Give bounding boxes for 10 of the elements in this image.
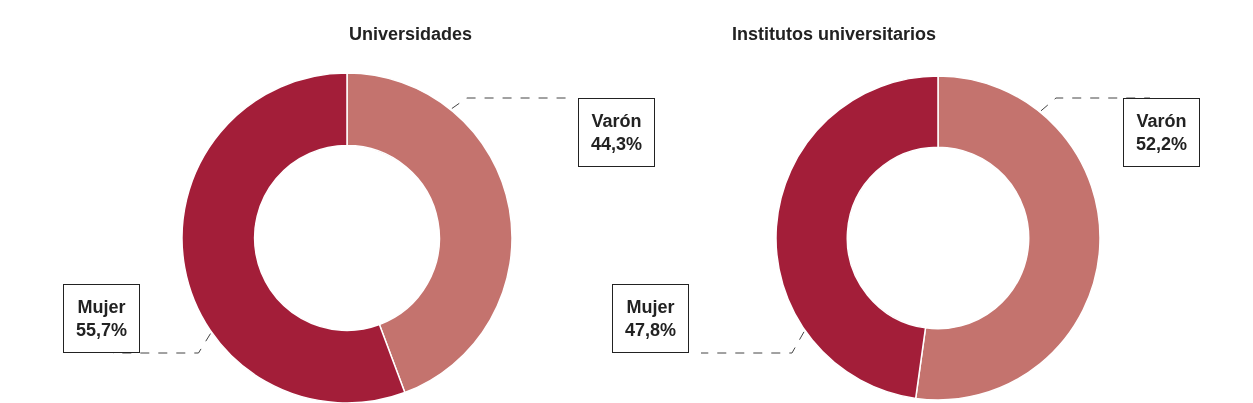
- slice-label: Varón: [1136, 111, 1187, 131]
- slice-label: Mujer: [77, 297, 126, 317]
- data-label: 55,7%: [76, 320, 128, 341]
- data-label: 52,2%: [1136, 134, 1188, 155]
- data-label: 47,8%: [625, 320, 677, 341]
- data-label: 44,3%: [591, 134, 643, 155]
- slice-label: Varón: [591, 111, 642, 131]
- slice-label: Mujer: [626, 297, 675, 317]
- chart-title: Institutos universitarios: [732, 24, 937, 44]
- chart-title: Universidades: [349, 24, 473, 44]
